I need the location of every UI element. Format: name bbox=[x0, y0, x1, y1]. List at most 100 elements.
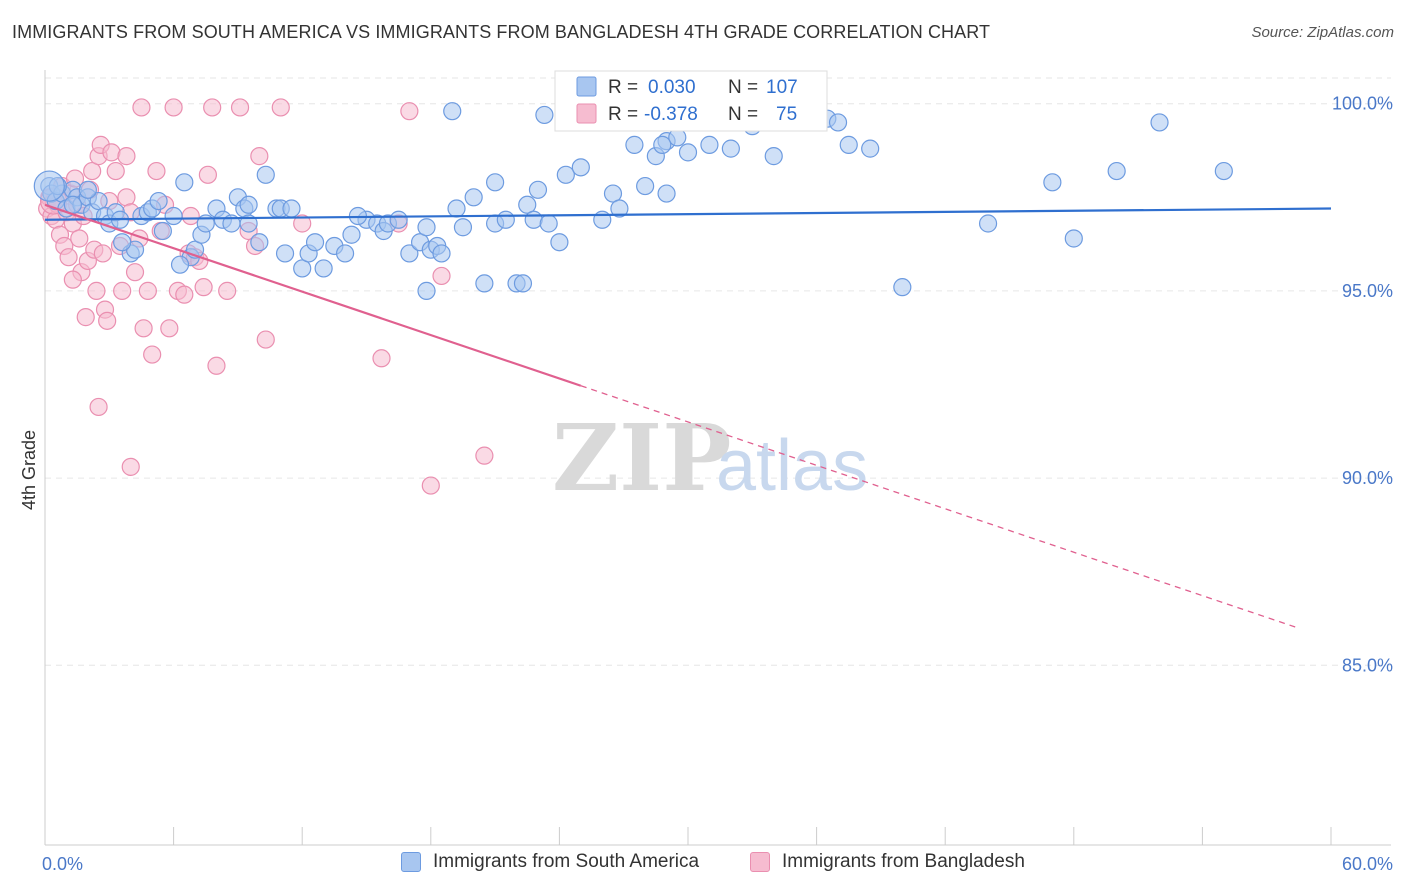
bangladesh-point bbox=[198, 165, 217, 184]
south-america-point bbox=[33, 170, 65, 202]
south-america-point bbox=[164, 206, 183, 226]
bangladesh-point bbox=[160, 319, 179, 338]
bangladesh-point bbox=[400, 102, 419, 121]
south-america-point bbox=[861, 139, 880, 158]
bangladesh-point bbox=[203, 98, 222, 117]
bangladesh-point bbox=[256, 330, 275, 349]
gridlines bbox=[45, 77, 1391, 666]
legend-n-value-blue: 107 bbox=[766, 77, 798, 98]
bangladesh-point bbox=[87, 281, 106, 300]
south-america-point bbox=[518, 195, 537, 214]
bangladesh-point bbox=[164, 98, 183, 117]
south-america-point bbox=[275, 244, 295, 263]
legend-frame bbox=[554, 70, 828, 132]
south-america-point bbox=[239, 214, 258, 233]
legend-item-south-america[interactable]: Immigrants from South America bbox=[401, 851, 699, 873]
legend-r-label-blue: R = bbox=[608, 77, 638, 98]
south-america-point bbox=[335, 244, 355, 263]
legend-item-bangladesh[interactable]: Immigrants from Bangladesh bbox=[750, 851, 1025, 873]
south-america-point bbox=[170, 255, 190, 274]
south-america-point bbox=[153, 221, 172, 241]
bangladesh-point bbox=[106, 161, 125, 181]
south-america-point bbox=[314, 259, 333, 278]
south-america-point bbox=[432, 244, 451, 263]
south-america-point bbox=[400, 244, 419, 263]
south-america-point bbox=[256, 165, 275, 184]
south-america-point bbox=[282, 199, 301, 218]
south-america-point bbox=[550, 233, 569, 252]
watermark-atlas: atlas bbox=[716, 426, 868, 506]
south-america-trend-line bbox=[44, 207, 1332, 221]
bangladesh-point bbox=[250, 147, 269, 166]
bangladesh-point bbox=[421, 476, 440, 495]
bangladesh-point bbox=[98, 311, 117, 330]
bangladesh-point bbox=[218, 281, 237, 300]
south-america-point bbox=[389, 210, 408, 229]
south-america-point bbox=[657, 184, 676, 203]
bangladesh-point bbox=[475, 446, 494, 465]
source-credit: Source: ZipAtlas.com bbox=[1251, 24, 1394, 41]
legend-swatch-south-america bbox=[401, 852, 421, 872]
trend-lines bbox=[44, 203, 1332, 629]
x-tick-labels: 0.0% 60.0% bbox=[42, 854, 1393, 874]
bangladesh-point bbox=[271, 98, 290, 117]
south-america-point bbox=[250, 233, 269, 252]
south-america-point bbox=[513, 274, 533, 293]
legend-n-label-blue: N = bbox=[728, 77, 758, 98]
south-america-point bbox=[175, 173, 194, 192]
south-america-point bbox=[417, 281, 436, 300]
south-america-point bbox=[293, 259, 312, 278]
legend-r-value-blue: 0.030 bbox=[648, 77, 696, 98]
south-america-point bbox=[893, 278, 912, 297]
legend-swatch-bangladesh bbox=[750, 852, 770, 872]
bangladesh-point bbox=[117, 147, 136, 166]
bangladesh-point bbox=[63, 270, 82, 289]
bangladesh-point bbox=[194, 278, 213, 297]
south-america-point bbox=[149, 191, 168, 211]
south-america-point bbox=[700, 135, 719, 154]
south-america-point bbox=[556, 165, 575, 184]
south-america-point bbox=[496, 210, 515, 229]
bangladesh-point bbox=[102, 143, 121, 162]
legend-n-value-pink: 75 bbox=[776, 104, 797, 125]
south-america-point bbox=[764, 147, 783, 166]
legend-label-south-america: Immigrants from South America bbox=[433, 851, 700, 872]
bangladesh-point bbox=[132, 98, 151, 117]
bangladesh-point bbox=[93, 244, 112, 263]
bangladesh-point bbox=[76, 308, 95, 327]
bangladesh-point bbox=[293, 214, 312, 233]
bangladesh-point bbox=[83, 161, 102, 181]
south-america-point bbox=[610, 199, 629, 218]
legend-r-value-pink: -0.378 bbox=[644, 104, 698, 125]
south-america-point bbox=[636, 176, 655, 196]
bottom-legend: Immigrants from South America Immigrants… bbox=[0, 851, 1406, 879]
south-america-point bbox=[603, 184, 623, 203]
legend-label-bangladesh: Immigrants from Bangladesh bbox=[782, 851, 1025, 872]
south-america-point bbox=[447, 199, 466, 218]
legend-swatch-blue bbox=[576, 76, 597, 97]
south-america-point bbox=[1064, 229, 1083, 248]
bangladesh-point bbox=[147, 161, 166, 181]
south-america-point bbox=[1107, 161, 1126, 181]
south-america-point bbox=[653, 135, 672, 154]
bangladesh-point bbox=[134, 319, 153, 338]
south-america-point bbox=[63, 195, 82, 214]
south-america-point bbox=[535, 105, 554, 125]
south-america-point bbox=[571, 158, 590, 177]
bangladesh-trend-line bbox=[44, 203, 582, 387]
south-america-point bbox=[524, 210, 543, 229]
y-tick-labels: 100.0% 95.0% 90.0% 85.0% bbox=[1332, 94, 1393, 676]
bangladesh-point bbox=[432, 266, 451, 286]
legend-r-label-pink: R = bbox=[608, 104, 638, 125]
bangladesh-point bbox=[89, 397, 108, 417]
legend-swatch-pink bbox=[576, 103, 597, 124]
south-america-point bbox=[475, 274, 494, 293]
chart-title: IMMIGRANTS FROM SOUTH AMERICA VS IMMIGRA… bbox=[12, 22, 991, 42]
south-america-point bbox=[1214, 161, 1233, 181]
south-america-point bbox=[528, 180, 548, 199]
legend-n-label-pink: N = bbox=[728, 104, 758, 125]
south-america-point bbox=[721, 139, 740, 158]
x-tick-label: 60.0% bbox=[1342, 854, 1393, 874]
south-america-point bbox=[78, 180, 97, 199]
